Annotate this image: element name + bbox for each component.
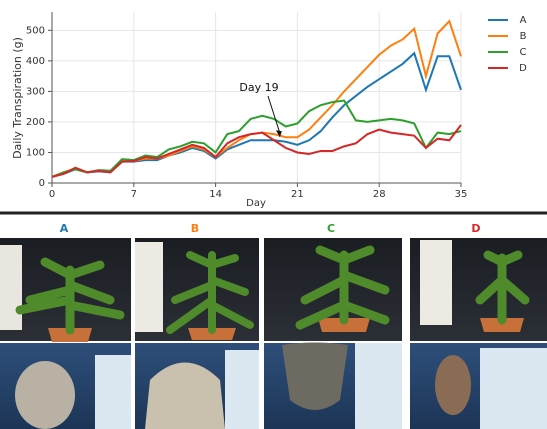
data-line	[51, 99, 462, 178]
x-tick-label: 14	[209, 189, 222, 200]
photo	[135, 238, 259, 429]
panel-label: D	[471, 222, 480, 235]
y-tick-label: 400	[26, 56, 45, 67]
legend-label: D	[519, 63, 527, 74]
y-tick-label: 200	[26, 117, 45, 128]
y-tick-label: 500	[26, 25, 45, 36]
arrow-head	[275, 130, 282, 138]
x-axis-label: Day	[246, 198, 266, 209]
plot-area	[52, 12, 461, 183]
annotation-arrow	[267, 95, 281, 134]
y-tick-label: 100	[26, 147, 45, 158]
photo	[0, 238, 131, 429]
y-axis-label: Daily Transpiration (g)	[11, 37, 24, 159]
photo	[264, 238, 402, 429]
photo	[410, 238, 547, 429]
legend-label: A	[520, 15, 527, 26]
photo-grid	[0, 238, 547, 429]
x-tick-label: 7	[131, 189, 137, 200]
x-tick-label: 0	[49, 189, 55, 200]
legend-label: B	[520, 31, 527, 42]
panel-label: B	[191, 222, 199, 235]
annotation: Day 19	[239, 81, 278, 94]
y-tick-label: 300	[26, 86, 45, 97]
x-tick-label: 21	[291, 189, 304, 200]
y-tick-label: 0	[39, 178, 45, 189]
panel-label: C	[327, 222, 335, 235]
data-line	[51, 124, 462, 178]
x-tick-label: 35	[455, 189, 468, 200]
legend-label: C	[520, 47, 527, 58]
x-tick-label: 28	[373, 189, 386, 200]
panel-label: A	[60, 222, 69, 235]
